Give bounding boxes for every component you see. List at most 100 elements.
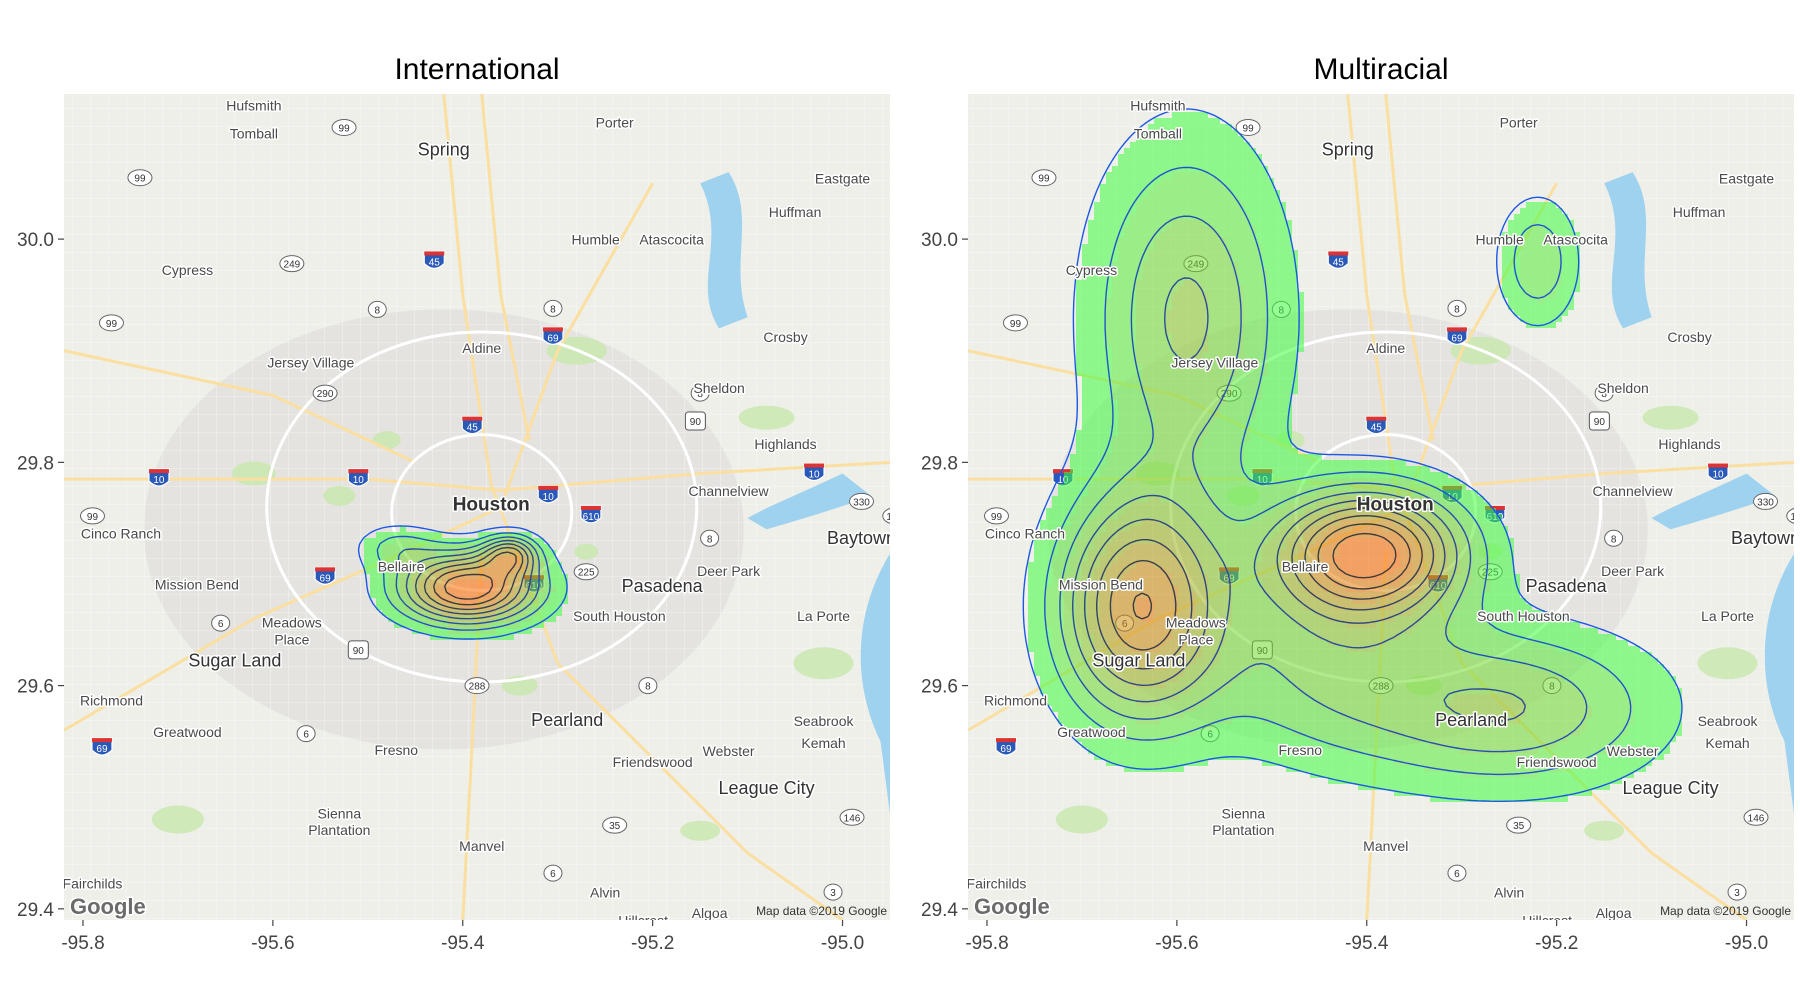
lake-houston [1604, 172, 1652, 329]
place-label: Sandy Point [1234, 927, 1310, 943]
x-tick-label: -95.8 [61, 933, 104, 954]
highway-shield: 69 [314, 566, 336, 585]
svg-text:146: 146 [844, 813, 861, 824]
highway-shield: 8 [1447, 299, 1467, 317]
place-label: Humble [572, 232, 620, 248]
highway-shield: 8 [700, 529, 720, 547]
svg-text:225: 225 [578, 568, 595, 579]
place-label: Meadows [1166, 615, 1226, 631]
highway-shield: 146 [1743, 808, 1769, 826]
basemap: 99 99 249 45 8 8 69 99 290 8 90 45 10 10 10 10 330 99 610 1… [64, 94, 890, 920]
svg-text:99: 99 [1038, 174, 1050, 185]
svg-text:8: 8 [645, 682, 651, 693]
svg-text:6: 6 [218, 619, 224, 630]
highway-shield: 290 [312, 384, 338, 402]
place-label: La Porte [1701, 608, 1754, 624]
highway [1384, 94, 1435, 441]
place-label: Huffman [769, 204, 822, 220]
contour-line [1332, 532, 1397, 579]
svg-text:69: 69 [547, 333, 559, 344]
place-label: Aldine [462, 340, 501, 356]
highway-shield: 35 [1506, 816, 1532, 834]
place-label: Manvel [1363, 838, 1408, 854]
place-label: Pearland [1435, 710, 1507, 730]
place-labels: Hufsmith Tomball Porter Spring Eastgate Huffm… [968, 96, 1800, 943]
highway-shield: 90 [347, 640, 369, 660]
density-band [1112, 520, 1424, 652]
density-band [400, 538, 544, 628]
svg-text:99: 99 [339, 123, 351, 134]
place-label: Eastgate [1719, 170, 1774, 186]
density-band [436, 556, 520, 610]
highway-shield: 99 [1002, 314, 1028, 332]
galveston-bay [860, 553, 890, 814]
place-label: Seabrook [794, 713, 855, 729]
highway-shield: 90 [684, 411, 706, 431]
highway [64, 349, 416, 464]
place-label: Crosby [1667, 329, 1711, 345]
svg-text:10: 10 [543, 492, 555, 503]
highway-shield: 8 [543, 299, 563, 317]
place-label: Alvin [1494, 885, 1524, 901]
svg-text:99: 99 [1010, 319, 1022, 330]
place-label: Jersey Village [1171, 354, 1258, 370]
density-band [412, 544, 538, 622]
density-band [1028, 112, 1682, 802]
place-label: Deer Park [697, 563, 761, 579]
highway-shield: 8 [367, 300, 387, 318]
contour-line [1044, 166, 1632, 776]
highway-shield: 99 [79, 507, 105, 525]
place-label: Channelview [689, 483, 770, 499]
place-label: Algoa [1596, 905, 1632, 921]
place-label: Baytown [1731, 528, 1800, 548]
place-label: Meadows [262, 615, 322, 631]
svg-text:99: 99 [87, 512, 99, 523]
google-logo: Google [70, 894, 146, 919]
galveston-bay [1764, 553, 1794, 814]
highway-shield: 8 [1604, 529, 1624, 547]
contour-line [1084, 499, 1446, 686]
density-band [1334, 538, 1400, 580]
density-layer [1022, 108, 1683, 802]
density-band [1136, 526, 1412, 622]
highway-shield: 6 [543, 864, 563, 882]
svg-text:99: 99 [106, 319, 118, 330]
place-label: Pasadena [622, 576, 704, 596]
place-label: Sienna [318, 805, 362, 821]
place-label: Atascocita [639, 232, 704, 248]
contour-line [1109, 515, 1423, 651]
svg-text:610: 610 [583, 512, 600, 523]
x-tick-label: -95.2 [1535, 933, 1578, 954]
svg-text:90: 90 [690, 417, 702, 428]
place-label: Greatwood [1057, 724, 1125, 740]
highway-shield: 45 [1365, 416, 1387, 435]
x-tick-label: -95.0 [821, 933, 864, 954]
highway-shield: 99 [331, 118, 357, 136]
highway-shield: 90 [1588, 411, 1610, 431]
street-grid [64, 94, 890, 920]
x-tick-label: -95.0 [1725, 933, 1768, 954]
svg-text:35: 35 [1513, 821, 1525, 832]
place-label: Tomball [1134, 126, 1182, 142]
park [372, 431, 401, 450]
place-label: Cinco Ranch [81, 525, 161, 541]
highway [480, 94, 531, 441]
svg-text:90: 90 [353, 646, 365, 657]
contour-line [1022, 108, 1683, 802]
highway-shield: 99 [983, 507, 1009, 525]
place-label: Sugar Land [188, 651, 281, 671]
place-label: Greatwood [153, 724, 221, 740]
svg-text:10: 10 [1057, 475, 1069, 486]
channel [747, 473, 872, 530]
channel [1651, 473, 1776, 530]
place-label: Sugar Land [1092, 651, 1185, 671]
highway-shield: 249 [279, 255, 305, 273]
x-tick-label: -95.6 [1155, 933, 1198, 954]
contour-line [357, 525, 568, 640]
svg-text:10: 10 [1712, 470, 1724, 481]
highway-shield: 10 [347, 468, 369, 487]
y-tick-label: 29.6 [921, 677, 958, 698]
place-label: League City [1623, 778, 1719, 798]
svg-text:288: 288 [469, 682, 486, 693]
contour-line [1096, 507, 1435, 670]
